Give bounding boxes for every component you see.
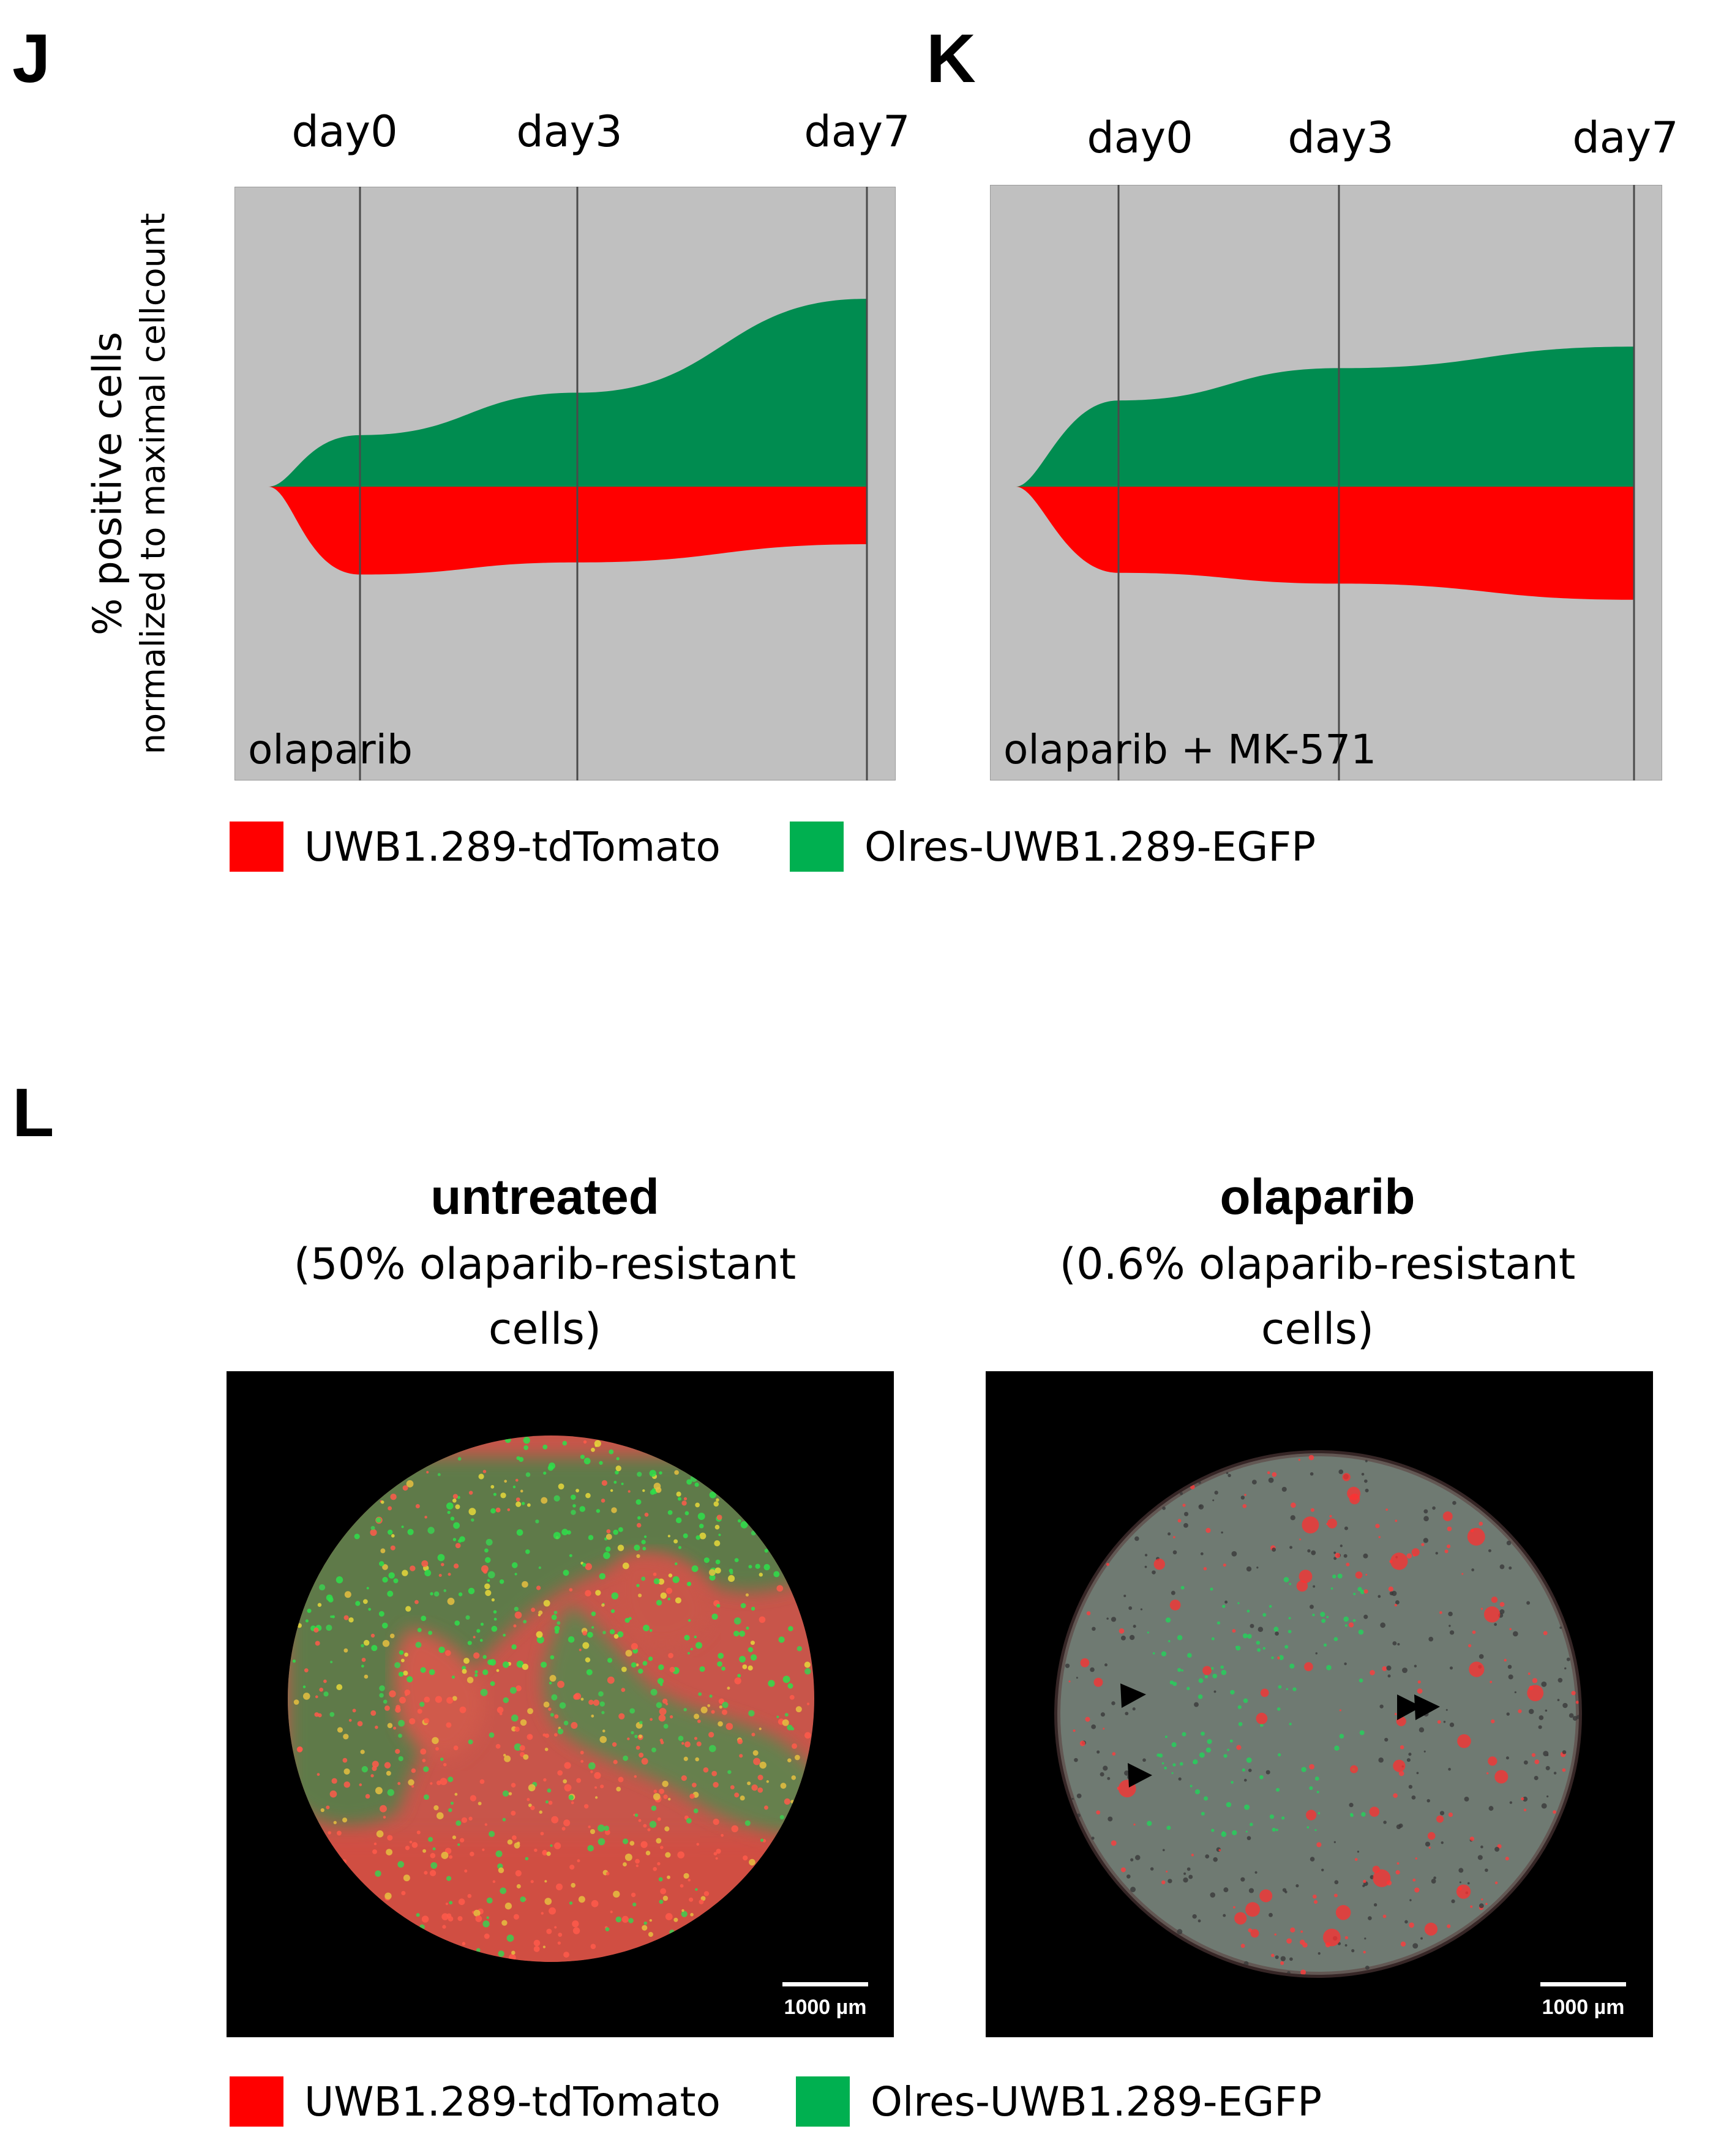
arrowhead-icon — [1414, 1694, 1440, 1720]
y-axis-label-line2: normalized to maximal cellcount — [133, 212, 173, 755]
red-swatch — [230, 2076, 283, 2127]
scale-label: 1000 µm — [1542, 1996, 1625, 2019]
legend-green: Olres-UWB1.289-EGFP — [790, 822, 1316, 872]
arrowhead-icon — [1397, 1694, 1422, 1720]
legend-green-label: Olres-UWB1.289-EGFP — [871, 2078, 1322, 2125]
day-label: day0 — [291, 107, 398, 157]
series-area-tdtomato — [268, 487, 867, 575]
image-title: untreated — [430, 1169, 659, 1225]
arrowhead-icon — [1120, 1683, 1146, 1708]
legend-green-label: Olres-UWB1.289-EGFP — [864, 823, 1316, 870]
legend-red: UWB1.289-tdTomato — [230, 2076, 721, 2127]
legend-red-label: UWB1.289-tdTomato — [304, 823, 721, 870]
y-axis-label-line1: % positive cells — [85, 332, 131, 636]
treatment-label: olaparib — [248, 726, 413, 773]
day-label: day3 — [1288, 113, 1394, 163]
micrograph-untreated: 1000 µm — [227, 1371, 894, 2037]
legend-red: UWB1.289-tdTomato — [230, 822, 721, 872]
panel-label-l: L — [12, 1074, 54, 1151]
series-area-tdtomato — [1016, 487, 1634, 600]
micrograph-olaparib: 1000 µm — [986, 1371, 1653, 2037]
series-area-egfp — [268, 299, 867, 487]
micrograph-image: 1000 µm — [1054, 1450, 1626, 2019]
image-subtitle: cells) — [1261, 1304, 1374, 1354]
y-axis-label: % positive cells normalized to maximal c… — [83, 213, 174, 754]
arrowhead-icon — [1128, 1763, 1152, 1787]
image-title: olaparib — [1220, 1169, 1415, 1225]
chart-j: olaparib — [234, 187, 896, 780]
day-label: day7 — [804, 107, 910, 157]
chart-k: olaparib + MK-571 — [990, 185, 1662, 780]
scale-bar — [782, 1982, 868, 1986]
image-subtitle: (0.6% olaparib-resistant — [1059, 1239, 1576, 1289]
image-title-olaparib: olaparib (0.6% olaparib-resistant cells) — [1060, 1163, 1576, 1361]
legend-green: Olres-UWB1.289-EGFP — [796, 2076, 1322, 2127]
image-subtitle: (50% olaparib-resistant — [293, 1239, 797, 1289]
day-label: day0 — [1087, 113, 1193, 163]
day-label: day3 — [516, 107, 623, 157]
image-title-untreated: untreated (50% olaparib-resistant cells) — [294, 1163, 796, 1361]
micrograph-image: 1000 µm — [288, 1435, 868, 2019]
green-swatch — [796, 2076, 850, 2127]
day-label: day7 — [1572, 113, 1679, 163]
panel-label-k: K — [926, 20, 976, 97]
green-swatch — [790, 822, 844, 872]
legend-red-label: UWB1.289-tdTomato — [304, 2078, 721, 2125]
red-swatch — [230, 822, 283, 872]
scale-bar — [1540, 1982, 1626, 1986]
image-subtitle: cells) — [488, 1304, 602, 1354]
treatment-label: olaparib + MK-571 — [1003, 726, 1376, 773]
series-area-egfp — [1016, 346, 1634, 487]
scale-label: 1000 µm — [784, 1996, 867, 2019]
panel-label-j: J — [12, 20, 51, 97]
